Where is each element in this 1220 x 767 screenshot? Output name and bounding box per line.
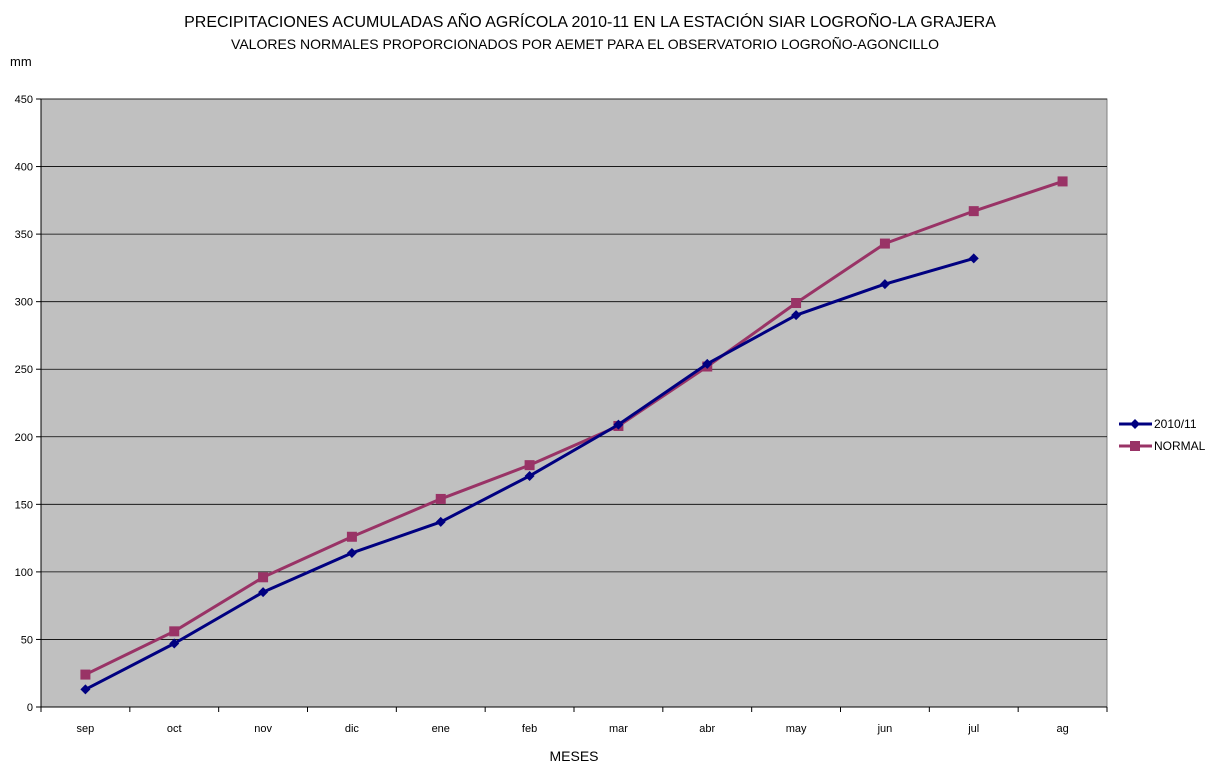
data-point	[169, 638, 180, 649]
plot-area: 0 50 100 150 200 250 300 350 400 450 sep oct nov dic e…	[15, 94, 1108, 735]
x-tick-label: nov	[254, 723, 272, 735]
data-point	[524, 460, 535, 471]
data-point	[258, 572, 269, 583]
y-tick-label: 400	[15, 162, 33, 174]
data-point	[435, 493, 446, 504]
data-point	[791, 310, 802, 321]
legend-label: NORMAL	[1154, 439, 1206, 453]
legend-marker	[1130, 419, 1140, 429]
y-tick-label: 50	[21, 634, 33, 646]
data-point	[346, 547, 357, 558]
y-tick-label: 300	[15, 297, 33, 309]
y-tick-label: 200	[15, 432, 33, 444]
x-axis-title: MESES	[549, 748, 598, 762]
x-tick-label: oct	[167, 723, 182, 735]
y-tick-label: 100	[15, 567, 33, 579]
y-tick-label: 450	[15, 94, 33, 106]
y-tick-label: 250	[15, 364, 33, 376]
x-tick-label: dic	[345, 723, 360, 735]
data-point	[613, 419, 624, 430]
data-point	[80, 684, 91, 695]
legend-marker	[1130, 441, 1140, 451]
data-point	[524, 470, 535, 481]
chart-title: PRECIPITACIONES ACUMULADAS AÑO AGRÍCOLA …	[184, 11, 996, 31]
legend-label: 2010/11	[1154, 417, 1197, 431]
y-tick-label: 350	[15, 229, 33, 241]
x-tick-label: sep	[77, 723, 95, 735]
x-tick-label: may	[786, 723, 807, 735]
data-point	[80, 669, 91, 680]
x-tick-label: ag	[1056, 723, 1068, 735]
data-point	[169, 626, 180, 637]
series-line	[84, 179, 1064, 676]
x-tick-label: abr	[699, 723, 715, 735]
x-tick-label: mar	[609, 723, 628, 735]
x-tick-label: jul	[967, 723, 979, 735]
x-tick-label: feb	[522, 723, 537, 735]
y-tick-label: 0	[27, 702, 33, 714]
y-tick-label: 150	[15, 499, 33, 511]
data-point	[879, 238, 890, 249]
data-point	[1057, 176, 1068, 187]
x-tick-label: jun	[877, 723, 893, 735]
data-point	[879, 279, 890, 290]
data-point	[968, 206, 979, 217]
y-axis-unit-label: mm	[10, 54, 32, 69]
data-point	[258, 587, 269, 598]
data-point	[791, 298, 802, 309]
legend: 2010/11 NORMAL	[1119, 417, 1206, 453]
data-point	[346, 531, 357, 542]
x-tick-label: ene	[432, 723, 450, 735]
data-point	[435, 516, 446, 527]
data-point	[702, 358, 713, 369]
data-point	[968, 253, 979, 264]
chart-subtitle: VALORES NORMALES PROPORCIONADOS POR AEME…	[231, 36, 939, 52]
